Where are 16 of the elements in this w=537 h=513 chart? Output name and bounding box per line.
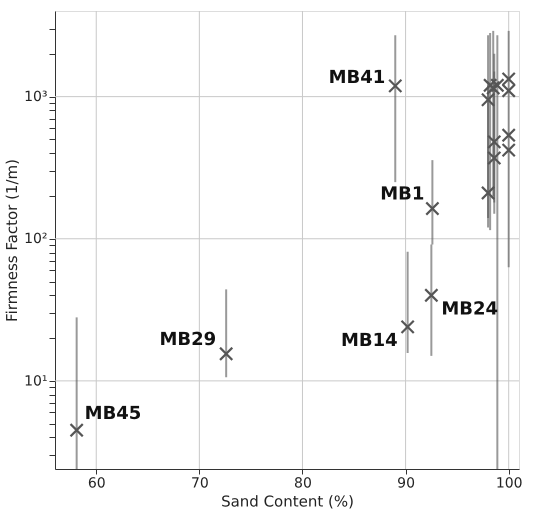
annotation: MB45 xyxy=(84,403,142,424)
x-axis-title: Sand Content (%) xyxy=(221,492,354,510)
annotation: MB14 xyxy=(340,330,398,351)
x-tick-label: 70 xyxy=(190,476,209,492)
x-tick-label: 80 xyxy=(294,476,312,492)
y-tick-label: 10³ xyxy=(24,89,48,106)
y-tick-label: 10² xyxy=(24,231,48,248)
annotation: MB29 xyxy=(159,328,216,350)
x-tick-label: 100 xyxy=(496,476,523,492)
x-tick-label: 90 xyxy=(397,476,415,492)
y-tick-label: 10¹ xyxy=(24,373,48,390)
annotation: MB24 xyxy=(441,298,498,320)
annotation: MB41 xyxy=(328,66,386,88)
y-axis-title: Firmness Factor (1/m) xyxy=(3,159,22,322)
annotation: MB1 xyxy=(380,184,424,205)
x-tick-label: 60 xyxy=(88,476,106,492)
